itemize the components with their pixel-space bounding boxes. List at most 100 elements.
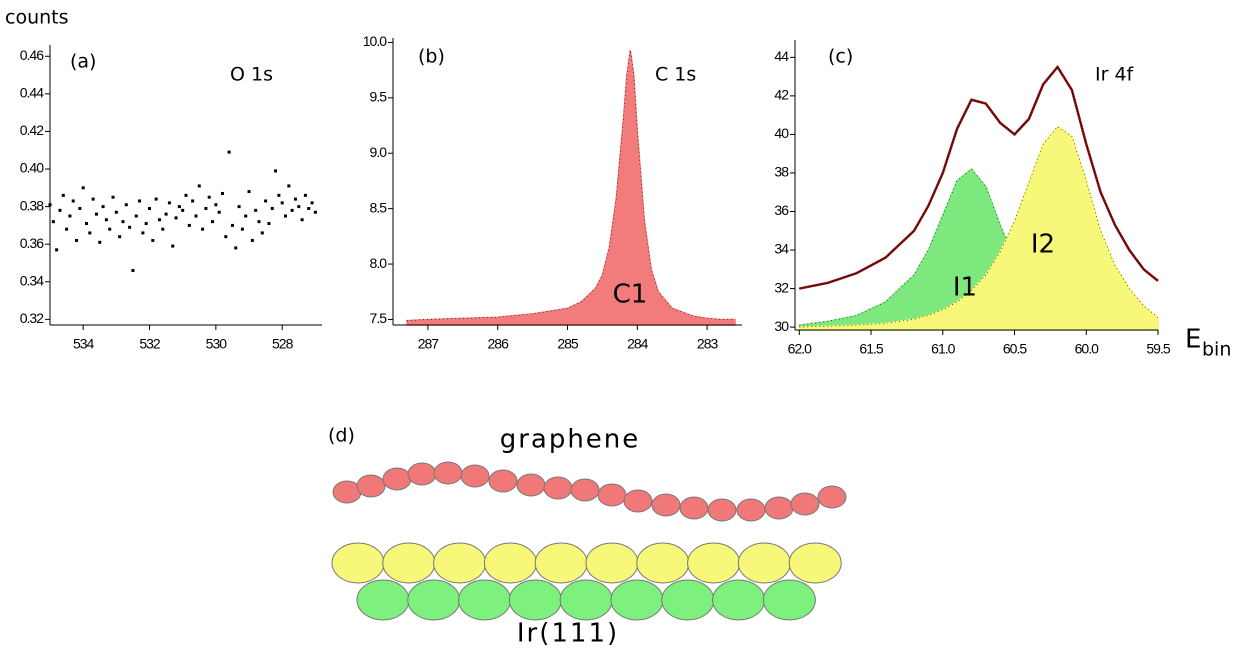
- y-tick-label: 9.5: [370, 89, 388, 105]
- data-point: [313, 210, 317, 214]
- ir-atom-top: [534, 542, 588, 584]
- data-point: [134, 214, 138, 218]
- data-point: [277, 193, 281, 197]
- data-point: [141, 231, 145, 235]
- carbon-atom: [597, 483, 627, 507]
- carbon-atom: [488, 469, 518, 493]
- data-point: [151, 238, 155, 242]
- data-point: [65, 227, 69, 231]
- x-tick-label: 287: [418, 336, 440, 352]
- data-point: [177, 205, 181, 209]
- line-dots: [799, 66, 1159, 290]
- area: [406, 50, 736, 326]
- carbon-atom: [707, 498, 737, 522]
- carbon-atom: [407, 462, 437, 486]
- x-axis-label: E: [1185, 325, 1201, 355]
- data-point: [75, 238, 79, 242]
- chart-title: O 1s: [230, 64, 273, 86]
- data-point: [94, 212, 98, 216]
- ir-atom-bottom: [661, 579, 715, 621]
- panel-label: (b): [418, 46, 445, 68]
- series-label: I1: [953, 273, 977, 303]
- carbon-atom: [433, 461, 463, 485]
- x-tick-label: 61.0: [931, 341, 955, 357]
- data-point: [161, 227, 165, 231]
- y-tick-label: 34: [774, 241, 789, 257]
- ir-atom-bottom: [610, 579, 664, 621]
- data-point: [307, 206, 311, 210]
- panel-label: (d): [328, 425, 355, 447]
- data-point: [51, 220, 55, 224]
- y-tick-label: 0.34: [20, 272, 44, 288]
- y-tick-label: 9.0: [370, 144, 388, 160]
- ir-atom-top: [382, 542, 436, 584]
- y-tick-label: 42: [774, 87, 789, 103]
- data-point: [310, 201, 314, 205]
- x-tick-label: 285: [557, 336, 579, 352]
- ir-atom-top: [687, 542, 741, 584]
- y-tick-label: 32: [774, 279, 789, 295]
- data-point: [250, 238, 254, 242]
- y-tick-label: 8.0: [370, 255, 388, 271]
- y-tick-label: 7.5: [370, 310, 388, 326]
- y-tick-label: 0.36: [20, 235, 44, 251]
- ir-atom-bottom: [356, 579, 410, 621]
- x-tick-label: 528: [272, 336, 294, 352]
- carbon-atom: [356, 474, 386, 498]
- data-point: [91, 197, 95, 201]
- carbon-atom: [736, 498, 766, 522]
- chart-title: Ir 4f: [1095, 64, 1135, 86]
- ir-atom-bottom: [712, 579, 766, 621]
- x-tick-label: 283: [697, 336, 719, 352]
- carbon-atom: [543, 476, 573, 500]
- data-point: [81, 186, 85, 190]
- area-edge: [799, 126, 1159, 328]
- data-point: [240, 227, 244, 231]
- data-point: [58, 208, 62, 212]
- data-point: [124, 203, 128, 207]
- y-tick-label: 0.46: [20, 47, 44, 63]
- data-point: [114, 210, 118, 214]
- data-point: [207, 195, 211, 199]
- ir-atom-top: [636, 542, 690, 584]
- panel-label: (a): [70, 51, 96, 73]
- y-tick-label: 38: [774, 164, 789, 180]
- data-point: [234, 246, 238, 250]
- ir-atom-bottom: [508, 579, 562, 621]
- carbon-atom: [570, 478, 600, 502]
- x-tick-label: 532: [139, 336, 161, 352]
- y-tick-label: 8.5: [370, 199, 388, 215]
- x-tick-label: 60.0: [1075, 341, 1099, 357]
- data-point: [217, 210, 221, 214]
- data-point: [55, 248, 59, 252]
- ir-atom-bottom: [762, 579, 816, 621]
- data-point: [104, 218, 108, 222]
- data-point: [280, 201, 284, 205]
- y-tick-label: 10.0: [363, 33, 387, 49]
- data-point: [303, 193, 307, 197]
- data-point: [290, 208, 294, 212]
- x-tick-label: 534: [73, 336, 95, 352]
- carbon-atom: [623, 489, 653, 513]
- data-point: [128, 225, 132, 229]
- chart-title: C 1s: [655, 64, 696, 86]
- data-point: [118, 235, 122, 239]
- ir-atom-bottom: [559, 579, 613, 621]
- y-tick-label: 36: [774, 202, 789, 218]
- data-point: [293, 197, 297, 201]
- ir-atom-top: [483, 542, 537, 584]
- data-point: [214, 203, 218, 207]
- y-tick-label: 40: [774, 125, 789, 141]
- graphene-label: graphene: [500, 425, 641, 455]
- data-point: [78, 206, 82, 210]
- data-point: [108, 227, 112, 231]
- x-tick-label: 61.5: [859, 341, 883, 357]
- data-point: [171, 244, 175, 248]
- data-point: [144, 222, 148, 226]
- carbon-atom: [651, 493, 681, 517]
- data-point: [201, 227, 205, 231]
- y-tick-label: 0.38: [20, 197, 44, 213]
- data-point: [244, 214, 248, 218]
- data-point: [297, 205, 301, 209]
